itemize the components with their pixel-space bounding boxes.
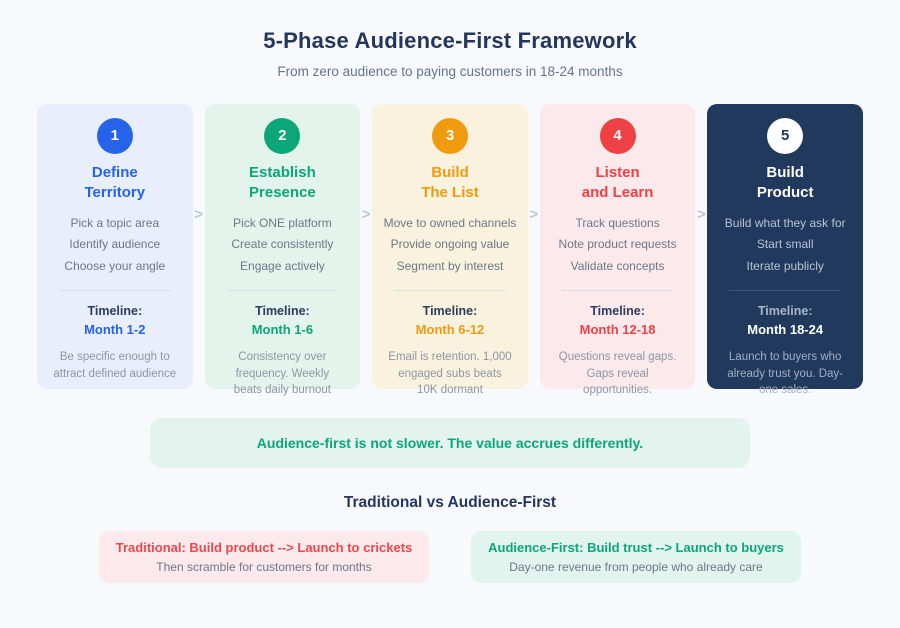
chevron-right-icon: > (529, 206, 539, 223)
timeline-value: Month 1-6 (251, 322, 314, 338)
phase-title: Build The List (421, 164, 479, 201)
card-divider (58, 290, 171, 292)
phase-title: Define Territory (84, 164, 146, 201)
card-divider (729, 290, 841, 292)
phase-number-badge: 1 (96, 118, 133, 154)
phase-note: Be specific enough to attract defined au… (53, 351, 177, 380)
phase-item: Pick ONE platform (233, 216, 332, 230)
phase-title: Build Product (756, 164, 814, 201)
phase-number-badge: 4 (599, 118, 636, 154)
phase-card-build-the-list: 3 Build The List Move to owned channels … (372, 104, 528, 396)
timeline-value: Month 12-18 (579, 322, 656, 338)
comparison-heading: Traditional vs Audience-First (343, 494, 557, 511)
phase-item: Engage actively (240, 258, 325, 273)
phase-item: Pick a topic area (70, 216, 160, 230)
phase-item: Iterate publicly (746, 258, 824, 273)
traditional-subtitle: Then scramble for customers for months (156, 560, 372, 574)
phase-item: Choose your angle (64, 258, 166, 273)
phase-number-badge: 2 (264, 118, 301, 154)
chevron-right-icon: > (696, 206, 706, 223)
comparison-boxes-row: Traditional: Build product --> Launch to… (0, 531, 900, 583)
phase-item-list: Pick ONE platform Create consistently En… (213, 213, 353, 277)
phase-item-list: Move to owned channels Provide ongoing v… (380, 213, 520, 277)
phase-item: Create consistently (231, 237, 334, 252)
page-title: 5-Phase Audience-First Framework (263, 28, 637, 53)
phase-number-badge: 5 (767, 118, 804, 154)
chevron-right-icon: > (361, 206, 371, 223)
phase-cards-row: 1 Define Territory Pick a topic area Ide… (37, 104, 863, 396)
phase-note: Questions reveal gaps. Gaps reveal oppor… (558, 351, 677, 397)
phase-card-build-product: 5 Build Product Build what they ask for … (707, 104, 863, 396)
page-subtitle: From zero audience to paying customers i… (277, 64, 623, 79)
phase-card-define-territory: 1 Define Territory Pick a topic area Ide… (37, 104, 193, 389)
timeline-value: Month 6-12 (415, 322, 485, 338)
timeline-label: Timeline: (255, 304, 310, 319)
timeline-value: Month 1-2 (84, 322, 146, 338)
chevron-right-icon: > (194, 206, 203, 223)
key-insight-banner: Audience-first is not slower. The value … (150, 418, 750, 468)
phase-number-badge: 3 (431, 118, 468, 154)
phase-item: Build what they ask for (724, 216, 846, 230)
timeline-label: Timeline: (757, 304, 813, 319)
phase-item-list: Build what they ask for Start small Iter… (715, 213, 855, 277)
timeline-label: Timeline: (87, 304, 143, 319)
phase-card-establish-presence: 2 Establish Presence Pick ONE platform C… (204, 104, 361, 396)
audience-first-subtitle: Day-one revenue from people who already … (509, 560, 763, 574)
audience-first-box: Audience-First: Build trust --> Launch t… (471, 531, 801, 583)
phase-item-list: Track questions Note product requests Va… (548, 213, 688, 277)
traditional-title: Traditional: Build product --> Launch to… (115, 540, 413, 555)
phase-item: Track questions (575, 216, 660, 230)
traditional-box: Traditional: Build product --> Launch to… (99, 531, 429, 583)
phase-title: Establish Presence (249, 164, 316, 201)
card-divider (394, 290, 506, 292)
timeline-label: Timeline: (422, 304, 478, 319)
phase-item-list: Pick a topic area Identify audience Choo… (45, 213, 185, 277)
audience-first-title: Audience-First: Build trust --> Launch t… (488, 540, 784, 555)
timeline-value: Month 18-24 (747, 322, 824, 338)
phase-card-listen-and-learn: 4 Listen and Learn Track questions Note … (539, 104, 696, 396)
phase-title: Listen and Learn (581, 164, 654, 201)
phase-item: Validate concepts (570, 258, 665, 273)
card-divider (561, 290, 674, 292)
phase-note: Launch to buyers who already trust you. … (727, 351, 844, 397)
phase-item: Start small (756, 237, 814, 252)
phase-item: Segment by interest (396, 258, 504, 273)
phase-item: Identify audience (69, 237, 161, 252)
phase-note: Email is retention. 1,000 engaged subs b… (388, 351, 512, 397)
framework-infographic: 5-Phase Audience-First Framework From ze… (0, 28, 900, 628)
phase-item: Note product requests (558, 237, 677, 252)
timeline-label: Timeline: (590, 304, 645, 319)
phase-item: Provide ongoing value (390, 237, 510, 252)
phase-note: Consistency over frequency. Weekly beats… (233, 351, 331, 397)
phase-item: Move to owned channels (383, 216, 517, 230)
card-divider (226, 290, 339, 292)
